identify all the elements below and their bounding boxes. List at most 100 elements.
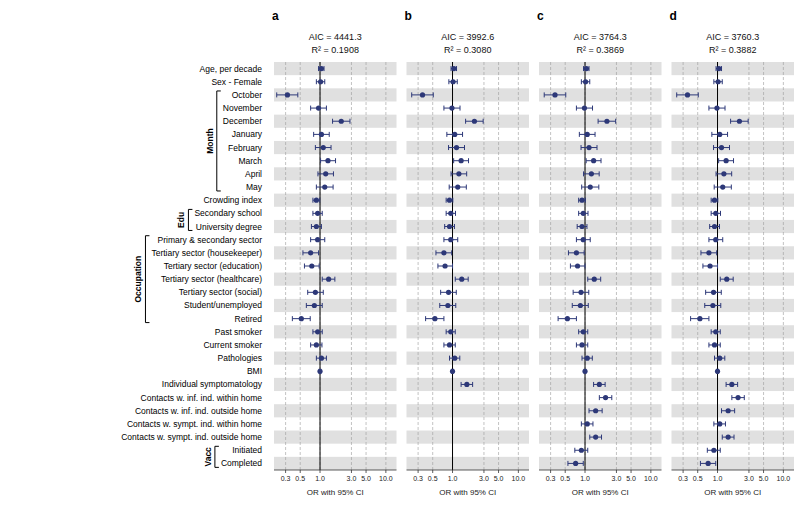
ci-cap-high bbox=[720, 211, 721, 216]
x-tick bbox=[650, 470, 651, 473]
bracket bbox=[188, 209, 192, 230]
row-band bbox=[274, 167, 397, 180]
point bbox=[552, 92, 557, 97]
ci-cap-low bbox=[700, 461, 701, 466]
ci-cap-low bbox=[449, 356, 450, 361]
point bbox=[713, 211, 718, 216]
x-tick-label: 1.0 bbox=[448, 475, 458, 482]
x-tick-label: 0.5 bbox=[693, 475, 703, 482]
point bbox=[315, 329, 320, 334]
x-tick bbox=[418, 470, 419, 473]
point bbox=[726, 408, 731, 413]
point bbox=[579, 198, 584, 203]
grid-line bbox=[650, 62, 651, 470]
x-tick-label: 3.0 bbox=[479, 475, 489, 482]
row-band bbox=[274, 457, 397, 470]
x-tick-label: 0.3 bbox=[678, 475, 688, 482]
panel-letter: b bbox=[405, 9, 412, 23]
point bbox=[450, 79, 455, 84]
row-band bbox=[539, 273, 662, 286]
ci-cap-low bbox=[707, 448, 708, 453]
ci-cap-low bbox=[718, 158, 719, 163]
ci-cap-high bbox=[460, 106, 461, 111]
panel: 0.30.51.03.05.010.0OR with 95% CIAIC = 3… bbox=[537, 9, 662, 497]
x-tick bbox=[518, 470, 519, 473]
panel: 0.30.51.03.05.010.0OR with 95% CIAIC = 3… bbox=[670, 9, 795, 497]
row-band bbox=[407, 273, 530, 286]
x-tick-label: 3.0 bbox=[612, 475, 622, 482]
x-tick bbox=[783, 470, 784, 473]
row-label: October bbox=[232, 90, 262, 100]
ci-cap-low bbox=[317, 171, 318, 176]
ci-cap-high bbox=[335, 158, 336, 163]
ci-cap-high bbox=[468, 158, 469, 163]
x-axis-line bbox=[672, 470, 795, 471]
row-label: Contacts w. inf. ind. outside home bbox=[135, 406, 262, 416]
row-label: Age, per decade bbox=[200, 64, 263, 74]
row-band bbox=[274, 299, 397, 312]
ci-cap-high bbox=[586, 224, 587, 229]
ci-cap-high bbox=[602, 408, 603, 413]
ci-cap-high bbox=[720, 448, 721, 453]
point bbox=[472, 119, 477, 124]
row-label: November bbox=[223, 103, 262, 113]
ci-cap-low bbox=[587, 277, 588, 282]
ci-cap-high bbox=[720, 342, 721, 347]
grid-line bbox=[550, 62, 551, 470]
row-band bbox=[539, 246, 662, 259]
ci-cap-low bbox=[316, 79, 317, 84]
ci-cap-high bbox=[734, 408, 735, 413]
group-label: Edu bbox=[176, 212, 186, 228]
point bbox=[581, 237, 586, 242]
bracket bbox=[217, 91, 221, 191]
x-tick bbox=[385, 470, 386, 473]
ci-cap-low bbox=[598, 119, 599, 124]
point bbox=[581, 329, 586, 334]
ci-cap-high bbox=[729, 145, 730, 150]
row-band bbox=[672, 115, 795, 128]
panel-subtitle: R² = 0.3869 bbox=[577, 45, 624, 55]
row-band bbox=[539, 115, 662, 128]
point bbox=[578, 303, 583, 308]
ci-cap-high bbox=[483, 119, 484, 124]
ci-cap-high bbox=[472, 382, 473, 387]
x-axis-line bbox=[407, 470, 530, 471]
group-brackets: MonthEduOccupationVacc bbox=[133, 91, 220, 467]
point bbox=[593, 434, 598, 439]
ci-cap-high bbox=[322, 211, 323, 216]
row-band bbox=[539, 88, 662, 101]
grid-line bbox=[418, 62, 419, 470]
row-band bbox=[672, 431, 795, 444]
grid-line bbox=[300, 62, 301, 470]
point bbox=[715, 79, 720, 84]
point bbox=[314, 342, 319, 347]
ci-cap-high bbox=[748, 119, 749, 124]
ci-cap-low bbox=[311, 224, 312, 229]
point bbox=[315, 211, 320, 216]
grid-line bbox=[498, 62, 499, 470]
ci-cap-low bbox=[316, 356, 317, 361]
panel-letter: c bbox=[537, 9, 544, 23]
ci-cap-low bbox=[582, 356, 583, 361]
ci-cap-low bbox=[567, 461, 568, 466]
row-band bbox=[539, 194, 662, 207]
x-tick bbox=[550, 470, 551, 473]
point bbox=[724, 158, 729, 163]
ci-cap-high bbox=[592, 356, 593, 361]
ci-cap-high bbox=[720, 303, 721, 308]
row-band bbox=[407, 431, 530, 444]
point bbox=[285, 92, 290, 97]
point bbox=[441, 250, 446, 255]
row-band bbox=[274, 115, 397, 128]
grid-line bbox=[432, 62, 433, 470]
ci-cap-high bbox=[744, 395, 745, 400]
x-tick-label: 0.5 bbox=[295, 475, 305, 482]
ci-cap-high bbox=[333, 185, 334, 190]
grid-line bbox=[366, 62, 367, 470]
point bbox=[455, 184, 460, 189]
ci-cap-high bbox=[588, 211, 589, 216]
ci-cap-low bbox=[439, 303, 440, 308]
grid-line bbox=[631, 62, 632, 470]
ci-cap-low bbox=[570, 264, 571, 269]
ci-cap-high bbox=[323, 290, 324, 295]
